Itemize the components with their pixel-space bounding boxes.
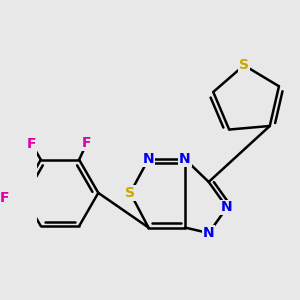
Text: N: N [143, 152, 154, 166]
Text: N: N [179, 152, 191, 166]
Text: S: S [125, 186, 135, 200]
Text: S: S [239, 58, 249, 72]
Text: F: F [0, 190, 9, 205]
Text: F: F [27, 137, 36, 151]
Text: N: N [221, 200, 233, 214]
Text: N: N [203, 226, 214, 240]
Text: F: F [82, 136, 92, 150]
